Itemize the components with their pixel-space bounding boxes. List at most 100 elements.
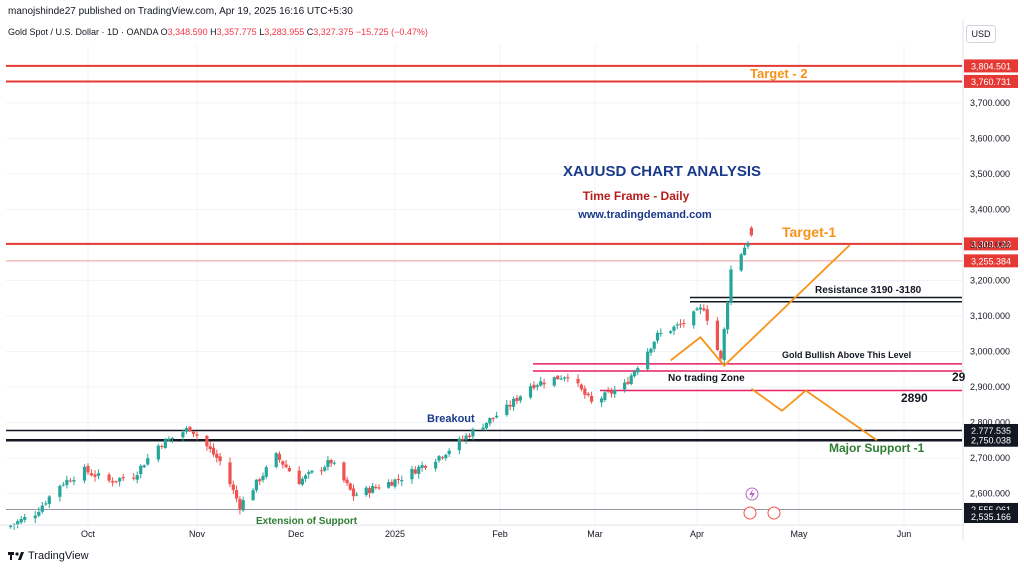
candle-body (659, 332, 663, 334)
candle-body (491, 417, 495, 419)
brand-name: TradingView (28, 550, 89, 562)
candle-body (188, 427, 192, 432)
candle-body (488, 418, 492, 424)
candle-body (218, 456, 222, 462)
ohlc-legend: Gold Spot / U.S. Dollar · 1D · OANDA O3,… (8, 27, 428, 37)
event-icons[interactable] (743, 487, 781, 520)
candle-body (228, 462, 232, 485)
candle-body (139, 465, 143, 475)
price-tag-5 (964, 433, 1018, 447)
candle-body (603, 392, 607, 400)
extension-label: Extension of Support (256, 516, 358, 527)
candle-body (211, 447, 216, 455)
currency-button[interactable]: USD (966, 25, 996, 43)
annotation-layer: XAUUSD CHART ANALYSIS Time Frame - Daily… (256, 66, 966, 527)
candle-body (351, 488, 356, 497)
price-tag-7 (964, 510, 1018, 524)
candle-body (562, 377, 567, 379)
y-tick-label: 2,700.000 (970, 453, 1010, 463)
candle-body (393, 479, 397, 487)
candle-body (65, 479, 69, 485)
candle-body (377, 487, 381, 489)
candle-body (310, 470, 314, 473)
candle-body (170, 437, 174, 439)
x-tick-label: Jun (897, 529, 912, 539)
candle-body (303, 475, 308, 479)
candle-body (722, 328, 726, 360)
candle-body (19, 518, 23, 523)
candle-body (532, 384, 536, 389)
candle-body (495, 415, 499, 418)
price-tag-label: 3,303.133 (971, 239, 1011, 249)
candle-body (40, 505, 44, 512)
candle-body (629, 375, 633, 384)
candle-body (93, 474, 97, 477)
candle-body (484, 422, 489, 429)
price-tag-label: 3,804.501 (971, 61, 1011, 71)
x-tick-label: Oct (81, 529, 96, 539)
candle-body (692, 311, 696, 326)
candle-body (535, 385, 539, 387)
price-tag-label: 3,760.731 (971, 77, 1011, 87)
candle-body (508, 404, 512, 407)
candle-body (215, 453, 219, 458)
grid-layer (6, 45, 962, 526)
x-tick-label: Feb (492, 529, 508, 539)
candle-body (254, 479, 258, 491)
projection-path-down[interactable] (750, 388, 878, 441)
candle-body (586, 393, 590, 396)
candle-body (675, 324, 679, 326)
symbol-name[interactable]: Gold Spot / U.S. Dollar · 1D · OANDA (8, 27, 159, 37)
candle-body (300, 478, 304, 485)
x-tick-label: Dec (288, 529, 305, 539)
candle-body (297, 470, 301, 484)
low-value: 3,283.955 (264, 27, 305, 37)
candle-body (743, 247, 747, 255)
candle-body (181, 432, 185, 438)
no-trading-zone-label: No trading Zone (668, 373, 745, 384)
candle-body (61, 484, 65, 486)
candle-body (559, 378, 563, 380)
candle-body (655, 332, 660, 341)
candle-body (556, 375, 560, 380)
flag-event-icon-2 (767, 506, 781, 520)
x-tick-label: 2025 (385, 529, 405, 539)
y-tick-label: 3,100.000 (970, 311, 1010, 321)
publisher-line: manojshinde27 published on TradingView.c… (8, 6, 353, 17)
candle-body (440, 457, 445, 459)
candle-body (68, 480, 73, 482)
levels-layer: 3,804.501 3,760.731 3,303.133 3,255.384 2,77… (6, 59, 1018, 524)
price-tag-4 (964, 423, 1018, 437)
candle-body (132, 477, 136, 479)
level-2890-label: 2890 (901, 391, 928, 405)
website-label: www.tradingdemand.com (577, 209, 712, 221)
price-tag-label: 2,555.061 (971, 505, 1011, 515)
candle-body (307, 472, 311, 475)
lightning-glyph-icon (749, 489, 755, 499)
candle-body (579, 384, 584, 390)
y-tick-label: 2,600.000 (970, 489, 1010, 499)
candle-body (626, 381, 630, 384)
candle-body (457, 438, 461, 451)
candle-body (539, 381, 543, 386)
candle-body (613, 390, 617, 395)
candles-layer (9, 226, 753, 530)
candle-body (515, 397, 519, 401)
candle-body (652, 341, 656, 349)
projection-path-up[interactable] (670, 244, 851, 368)
candle-body (121, 477, 125, 479)
candle-body (420, 465, 424, 468)
candle-body (163, 439, 167, 449)
y-tick-label: 3,200.000 (970, 276, 1010, 286)
tradingview-brand[interactable]: TradingView (8, 550, 89, 562)
candle-body (729, 269, 733, 303)
candle-body (96, 473, 101, 476)
candle-body (23, 517, 27, 520)
candle-body (461, 439, 465, 441)
candle-body (146, 458, 150, 465)
candle-body (467, 435, 472, 438)
candle-body (528, 386, 533, 398)
candle-body (184, 428, 189, 432)
drawings-layer (670, 244, 878, 441)
